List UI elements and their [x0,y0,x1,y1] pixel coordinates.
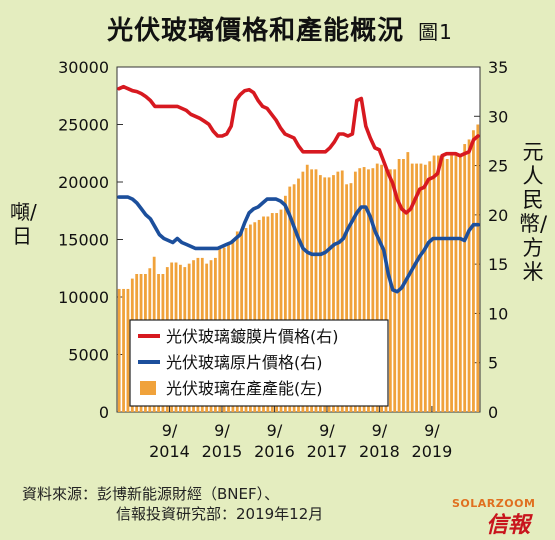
x-tick-label: 9/2014 [149,421,190,461]
capacity-bar [454,155,458,413]
capacity-bar [301,171,305,412]
price-lines [117,84,480,294]
capacity-bar [257,219,261,412]
coated-glass-price-line [117,84,480,215]
y-right-tick-label: 0 [488,403,498,422]
y-left-tick-label: 20000 [58,173,109,192]
capacity-bar [248,224,252,412]
capacity-bar [437,155,440,413]
capacity-bar [122,288,125,412]
y-axis-right-label: 元人民幣/方米 [519,140,548,284]
capacity-bar [266,216,270,412]
capacity-bar [362,167,366,412]
y-left-tick-label: 10000 [58,288,109,307]
capacity-bar [345,184,349,412]
legend-box [129,319,389,407]
capacity-bar [332,175,335,412]
legend-label: 光伏玻璃原片價格(右) [166,353,323,372]
brand-watermark: SOLARZOOM [452,497,536,510]
source-note: 資料來源：彭博新能源財經（BNEF）、 信報投資研究部：2019年12月 [22,484,323,524]
capacity-bar [384,168,388,412]
source-line-2: 信報投資研究部：2019年12月 [116,505,324,523]
y-left-tick-label: 25000 [58,116,109,135]
y-left-tick-label: 5000 [68,346,109,365]
capacity-bar [419,163,423,412]
capacity-bar [283,195,287,412]
capacity-bar [388,169,392,412]
y-right-tick-label: 15 [488,255,508,274]
capacity-bar [463,144,467,413]
capacity-bar [450,155,453,413]
legend-label: 光伏玻璃鍍膜片價格(右) [166,327,339,346]
x-tick-label: 9/2018 [359,421,400,461]
capacity-bar [310,169,314,412]
capacity-bar [367,169,370,412]
capacity-bar [441,155,445,413]
y-right-tick-label: 30 [488,107,508,126]
capacity-bar [375,163,379,412]
capacity-bar [327,177,331,412]
source-line-1: 彭博新能源財經（BNEF）、 [97,485,280,503]
capacity-bar [297,178,300,412]
x-tick-label: 9/2015 [202,421,243,461]
capacity-bar [472,130,475,412]
capacity-bar [410,163,414,412]
capacity-bar [323,177,327,412]
capacity-bar [458,155,462,413]
x-tick-label: 9/2017 [307,421,348,461]
capacity-bar [253,222,257,412]
capacity-bar [380,164,383,412]
capacity-bar [262,216,265,412]
capacity-bar [476,124,480,412]
y-right-tick-label: 10 [488,304,508,323]
x-tick-label: 9/2016 [254,421,295,461]
title-text: 光伏玻璃價格和產能概況 [107,16,405,46]
capacity-bar [305,164,309,412]
capacity-bar [126,288,130,412]
legend: 光伏玻璃鍍膜片價格(右) 光伏玻璃原片價格(右) 光伏玻璃在產產能(左) [129,319,389,407]
y-axis-left-label: 噸/日 [10,200,37,248]
capacity-bar [353,171,357,412]
figure-label: 圖1 [418,20,453,44]
x-tick-label: 9/2019 [412,421,453,461]
capacity-bar [423,164,427,412]
capacity-bar [445,159,449,412]
capacity-bar [275,213,279,412]
chart-svg: 0 5000 10000 15000 20000 25000 30000 0 5 10 15 20 25… [58,58,508,461]
source-label: 資料來源： [22,485,98,503]
capacity-bar [270,213,274,412]
capacity-bar [467,139,471,412]
capacity-bar [428,161,432,412]
raw-glass-price-line [117,195,480,294]
capacity-bar [314,169,318,412]
legend-label: 光伏玻璃在產產能(左) [166,379,323,398]
y-right-tick-label: 20 [488,206,508,225]
capacity-bar [336,171,340,412]
capacity-bar [371,168,375,412]
capacity-bar [406,152,410,412]
capacity-bar [292,184,296,412]
y-left-tick-label: 0 [99,403,109,422]
y-right-tick-label: 35 [488,58,508,77]
capacity-bar [349,183,353,412]
y-left-tick-label: 15000 [58,231,109,250]
capacity-bar [340,170,344,412]
capacity-bar [288,186,292,412]
chart-title: 光伏玻璃價格和產能概況 圖1 [20,10,540,47]
y-right-tick-label: 25 [488,157,508,176]
brand-logo: 信報 [486,513,531,538]
capacity-bar [279,209,283,412]
capacity-bar [397,159,401,412]
capacity-bar [432,155,436,413]
y-right-tick-label: 5 [488,354,498,373]
capacity-bar [318,175,322,412]
capacity-bar [117,288,121,412]
capacity-bar [415,163,418,412]
legend-swatch-bar [140,381,156,395]
y-left-tick-label: 30000 [58,58,109,77]
capacity-bar [358,168,362,412]
